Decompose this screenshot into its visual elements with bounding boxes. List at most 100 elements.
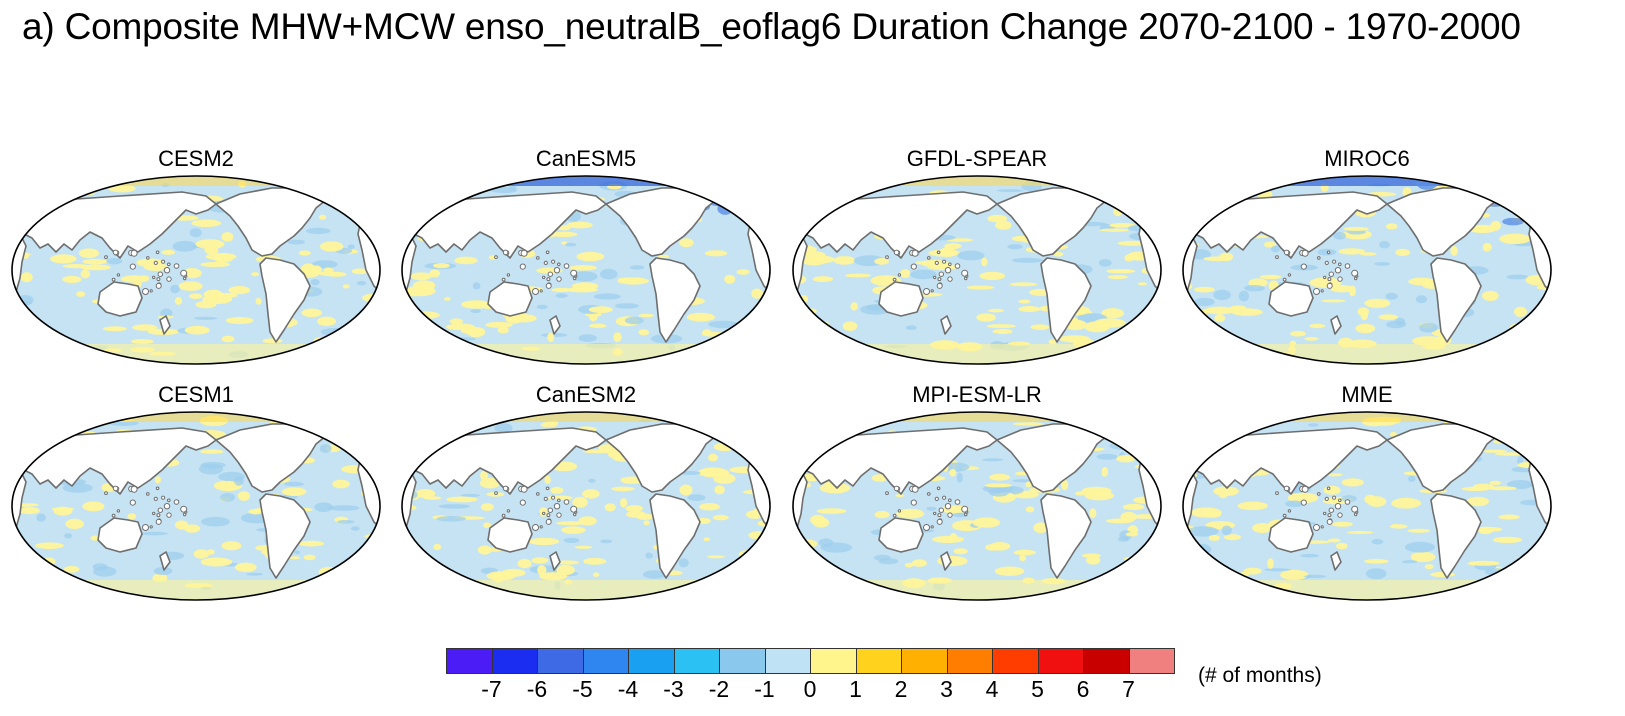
map-border bbox=[11, 175, 381, 365]
colorbar-tick-label: -4 bbox=[617, 676, 639, 702]
south-america-land bbox=[1430, 493, 1482, 579]
colorbar-swatch bbox=[1128, 648, 1175, 674]
new-zealand-land bbox=[549, 315, 561, 335]
map bbox=[11, 411, 381, 601]
colorbar-swatch bbox=[537, 648, 584, 674]
colorbar-swatch bbox=[446, 648, 493, 674]
south-america-land bbox=[1430, 257, 1482, 343]
colorbar-tick-label: -1 bbox=[754, 676, 775, 702]
map-border bbox=[792, 411, 1162, 601]
colorbar-tick-label: 0 bbox=[803, 676, 817, 702]
map-border bbox=[1182, 411, 1552, 601]
map bbox=[1182, 411, 1552, 601]
colorbar-tick-label: -2 bbox=[708, 676, 730, 702]
colorbar-units-label: (# of months) bbox=[1198, 664, 1322, 687]
colorbar-tick-label: 5 bbox=[1031, 676, 1044, 702]
south-america-land bbox=[259, 257, 311, 343]
eurasia-land bbox=[1183, 191, 1388, 259]
greenland-land bbox=[1490, 417, 1526, 441]
colorbar-swatch bbox=[628, 648, 675, 674]
map-border bbox=[401, 411, 771, 601]
eurasia-land bbox=[12, 191, 217, 259]
greenland-land bbox=[1100, 417, 1136, 441]
greenland-land bbox=[1490, 181, 1526, 205]
map-border bbox=[401, 175, 771, 365]
map-panel-mpi-esm-lr: MPI-ESM-LR bbox=[791, 382, 1163, 610]
eurasia-land bbox=[793, 427, 998, 495]
greenland-land bbox=[319, 417, 355, 441]
colorbar-swatch bbox=[764, 648, 811, 674]
map bbox=[792, 175, 1162, 365]
south-america-land bbox=[1040, 257, 1092, 343]
new-zealand-land bbox=[159, 315, 171, 335]
colorbar-swatch bbox=[673, 648, 720, 674]
australia-land bbox=[487, 281, 533, 317]
colorbar-swatch bbox=[855, 648, 902, 674]
map-panel-cesm1: CESM1 bbox=[10, 382, 382, 610]
map-panel-gfdl-spear: GFDL-SPEAR bbox=[791, 146, 1163, 374]
map-panel-miroc6: MIROC6 bbox=[1181, 146, 1553, 374]
colorbar-swatch bbox=[901, 648, 948, 674]
south-america-land bbox=[259, 493, 311, 579]
new-zealand-land bbox=[1330, 315, 1342, 335]
map-border bbox=[11, 411, 381, 601]
panel-title: CESM1 bbox=[158, 382, 234, 407]
panel-title: CanESM5 bbox=[535, 146, 637, 171]
colorbar bbox=[446, 648, 1175, 676]
australia-land bbox=[878, 517, 924, 553]
colorbar-swatch bbox=[1037, 648, 1084, 674]
map bbox=[401, 411, 771, 601]
panel-title: GFDL-SPEAR bbox=[906, 146, 1048, 171]
australia-land bbox=[878, 281, 924, 317]
eurasia-land bbox=[12, 427, 217, 495]
eurasia-land bbox=[402, 427, 607, 495]
colorbar-swatch bbox=[1083, 648, 1130, 674]
map bbox=[11, 175, 381, 365]
colorbar-tick-label: -7 bbox=[481, 676, 502, 702]
map-border bbox=[792, 175, 1162, 365]
panel-title: MPI-ESM-LR bbox=[912, 382, 1042, 407]
colorbar-swatch bbox=[946, 648, 993, 674]
colorbar-tick-label: 7 bbox=[1122, 676, 1135, 702]
colorbar-swatch bbox=[810, 648, 857, 674]
australia-land bbox=[97, 517, 143, 553]
greenland-land bbox=[319, 181, 355, 205]
colorbar-tick-label: 6 bbox=[1076, 676, 1090, 702]
map bbox=[401, 175, 771, 365]
australia-land bbox=[487, 517, 533, 553]
colorbar-swatch bbox=[719, 648, 766, 674]
south-america-land bbox=[649, 257, 701, 343]
map-panel-cesm2: CESM2 bbox=[10, 146, 382, 374]
colorbar-swatch bbox=[582, 648, 629, 674]
greenland-land bbox=[1100, 181, 1136, 205]
south-america-land bbox=[1040, 493, 1092, 579]
map-panel-canesm2: CanESM2 bbox=[400, 382, 772, 610]
map bbox=[1182, 175, 1552, 365]
greenland-land bbox=[709, 181, 745, 205]
colorbar-tick-label: 1 bbox=[849, 676, 862, 702]
map-panel-canesm5: CanESM5 bbox=[400, 146, 772, 374]
panel-title: MME bbox=[1341, 382, 1393, 407]
new-zealand-land bbox=[940, 315, 952, 335]
eurasia-land bbox=[1183, 427, 1388, 495]
australia-land bbox=[97, 281, 143, 317]
map-border bbox=[1182, 175, 1552, 365]
eurasia-land bbox=[402, 191, 607, 259]
map bbox=[792, 411, 1162, 601]
panel-title: MIROC6 bbox=[1324, 146, 1410, 171]
new-zealand-land bbox=[159, 551, 171, 571]
panel-title: CESM2 bbox=[158, 146, 234, 171]
colorbar-tick-label: 2 bbox=[894, 676, 908, 702]
colorbar-tick-label: -6 bbox=[526, 676, 548, 702]
panel-title: CanESM2 bbox=[535, 382, 637, 407]
australia-land bbox=[1268, 517, 1314, 553]
colorbar-tick-label: 4 bbox=[985, 676, 999, 702]
figure-title: a) Composite MHW+MCW enso_neutralB_eofla… bbox=[22, 6, 1521, 47]
new-zealand-land bbox=[940, 551, 952, 571]
new-zealand-land bbox=[1330, 551, 1342, 571]
colorbar-tick-label: 3 bbox=[940, 676, 953, 702]
australia-land bbox=[1268, 281, 1314, 317]
colorbar-swatch bbox=[992, 648, 1039, 674]
colorbar-swatch bbox=[491, 648, 538, 674]
greenland-land bbox=[709, 417, 745, 441]
